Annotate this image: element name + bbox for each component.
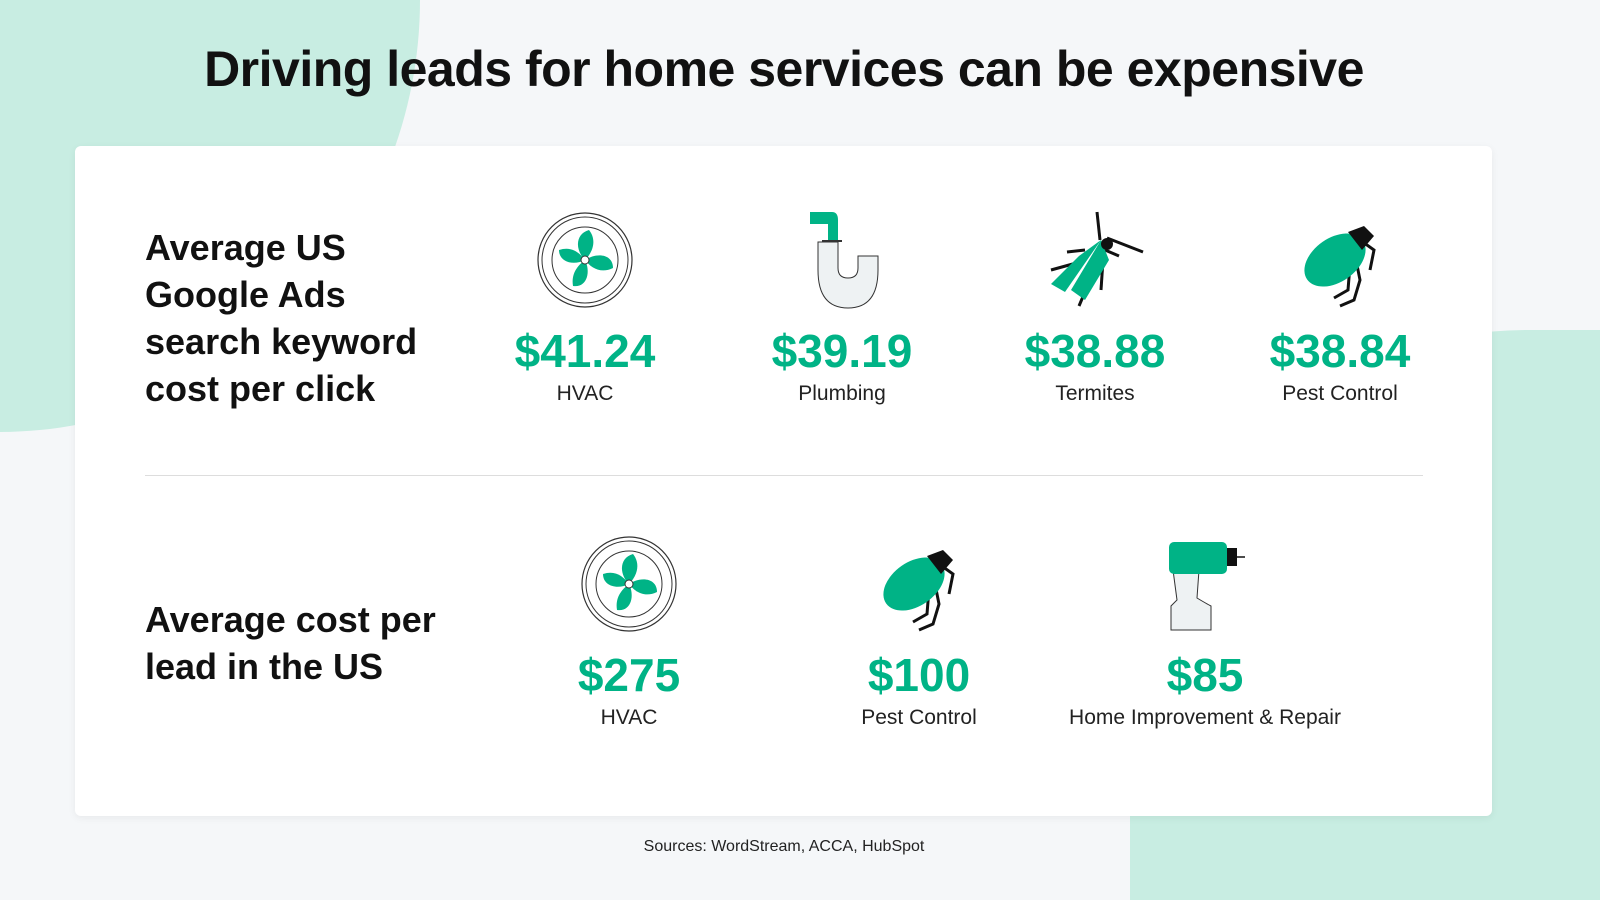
- sources-note: Sources: WordStream, ACCA, HubSpot: [643, 838, 925, 855]
- cpl-section-label: Average cost per lead in the US: [145, 599, 436, 687]
- stat-pest-control-cpc: $38.84 Pest Control: [1220, 210, 1460, 406]
- stat-termites-cpc: $38.88 Termites: [975, 210, 1215, 406]
- stat-label: Pest Control: [861, 706, 977, 729]
- stat-value: $100: [867, 649, 971, 701]
- stat-label: Home Improvement & Repair: [1069, 706, 1341, 729]
- stat-value: $39.19: [771, 325, 913, 377]
- stat-value: $38.88: [1024, 325, 1166, 377]
- stat-value: $38.84: [1269, 325, 1411, 377]
- stat-label: HVAC: [556, 382, 614, 405]
- stat-value: $41.24: [514, 325, 656, 377]
- stat-pest-control-cpl: $100 Pest Control: [799, 534, 1039, 730]
- stat-label: HVAC: [600, 706, 658, 729]
- stat-label: Plumbing: [798, 382, 886, 405]
- stat-plumbing-cpc: $39.19 Plumbing: [722, 210, 962, 406]
- stats-card: Average US Google Ads search keyword cos…: [75, 146, 1492, 816]
- stat-label: Termites: [1055, 382, 1135, 405]
- stat-value: $275: [577, 649, 681, 701]
- drill-icon: [1169, 542, 1245, 631]
- stat-value: $85: [1166, 649, 1244, 701]
- beetle-icon: [883, 550, 955, 632]
- page-title: Driving leads for home services can be e…: [204, 41, 1364, 97]
- beetle-icon: [1304, 226, 1376, 308]
- termite-icon: [1050, 211, 1144, 307]
- fan-icon: [581, 536, 677, 632]
- stat-hvac-cpl: $275 HVAC: [509, 534, 749, 730]
- stat-label: Pest Control: [1282, 382, 1398, 405]
- fan-icon: [537, 212, 633, 308]
- pipe-icon: [810, 212, 879, 309]
- stat-home-improvement-cpl: $85 Home Improvement & Repair: [1035, 534, 1375, 730]
- cpc-section-label: Average US Google Ads search keyword cos…: [145, 227, 418, 409]
- stat-hvac-cpc: $41.24 HVAC: [465, 210, 705, 406]
- section-divider: [145, 475, 1423, 476]
